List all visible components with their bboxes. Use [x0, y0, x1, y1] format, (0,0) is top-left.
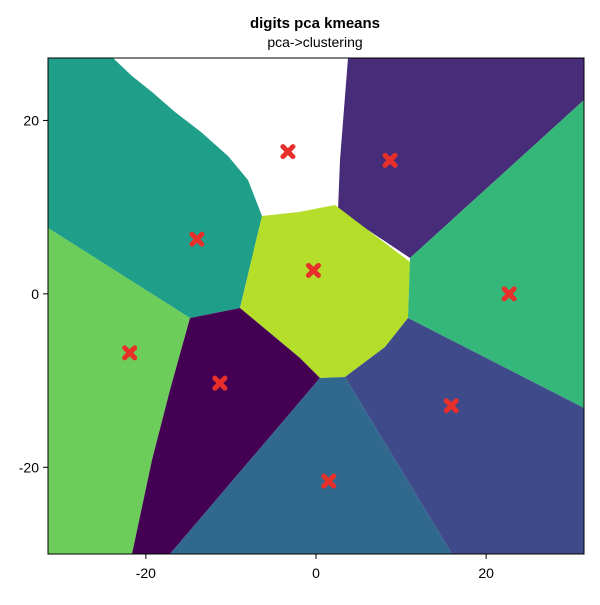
centroid-marker — [305, 262, 321, 278]
chart-title: digits pca kmeans — [250, 15, 380, 32]
centroid-marker-stroke — [443, 398, 459, 414]
centroid-marker-stroke — [280, 144, 296, 160]
y-tick-label: -20 — [19, 459, 39, 475]
chart-subtitle: pca->clustering — [267, 34, 362, 50]
axis-ticks — [43, 119, 487, 559]
x-tick-label: 0 — [312, 565, 320, 581]
centroid-marker — [382, 152, 398, 168]
centroid-markers — [122, 144, 517, 489]
cluster-region-lightgreen — [48, 228, 190, 554]
cluster-region-blueteal — [170, 377, 452, 554]
centroid-marker — [501, 286, 517, 302]
centroid-marker-stroke — [321, 473, 337, 489]
y-tick-label: 0 — [31, 286, 39, 302]
centroid-marker — [321, 473, 337, 489]
cluster-region-indigo — [345, 318, 584, 554]
cluster-region-teal — [48, 58, 262, 318]
centroid-marker — [280, 144, 296, 160]
cluster-regions — [48, 58, 584, 554]
centroid-marker — [122, 345, 138, 361]
centroid-marker-stroke — [382, 152, 398, 168]
centroid-marker-stroke — [122, 345, 138, 361]
x-tick-label: 20 — [478, 565, 494, 581]
centroid-marker-stroke — [212, 375, 228, 391]
cluster-region-darkpurple — [132, 308, 320, 554]
axis-tick-labels: -20 0 20 -20 0 20 — [19, 112, 494, 581]
centroid-marker-stroke — [305, 262, 321, 278]
centroid-marker-stroke — [189, 231, 205, 247]
cluster-region-green — [408, 100, 584, 408]
centroid-marker — [443, 398, 459, 414]
centroid-marker — [212, 375, 228, 391]
cluster-region-purple — [338, 58, 584, 258]
centroid-marker — [189, 231, 205, 247]
x-tick-label: -20 — [136, 565, 156, 581]
cluster-region-white — [113, 58, 348, 216]
centroid-marker-stroke — [501, 286, 517, 302]
y-tick-label: 20 — [23, 112, 39, 128]
cluster-region-yellowgreen — [240, 205, 410, 378]
plot-area — [48, 58, 584, 554]
